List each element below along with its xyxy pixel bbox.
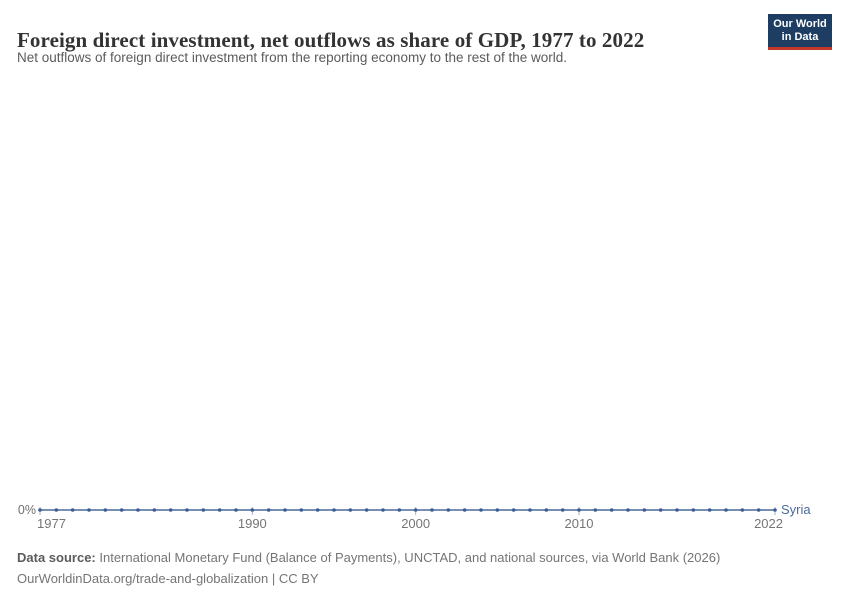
data-point (675, 508, 679, 512)
owid-logo: Our World in Data (768, 14, 832, 50)
x-axis-tick-label: 1977 (37, 516, 66, 531)
data-point (250, 508, 255, 512)
data-point (446, 508, 451, 512)
data-point (266, 508, 271, 512)
data-point (495, 508, 500, 512)
data-point (609, 508, 614, 512)
data-point (70, 508, 75, 512)
data-point (544, 508, 549, 512)
y-axis-tick-label: 0% (18, 503, 36, 517)
data-point (724, 508, 728, 512)
data-point (707, 508, 712, 512)
data-point (413, 508, 418, 512)
data-point (773, 508, 777, 512)
data-point (462, 508, 467, 512)
owid-logo-line2: in Data (781, 30, 819, 43)
data-point (54, 508, 59, 512)
data-point (397, 508, 402, 512)
data-point (332, 508, 336, 512)
data-point (756, 508, 761, 512)
data-point (136, 508, 140, 512)
data-point (217, 508, 222, 512)
data-source-label: Data source: (17, 550, 96, 565)
data-point (577, 508, 581, 512)
x-axis-tick-label: 2022 (754, 516, 783, 531)
x-axis-tick-label: 2000 (401, 516, 430, 531)
data-source-text: International Monetary Fund (Balance of … (99, 550, 721, 565)
data-point (642, 508, 647, 512)
data-point (87, 508, 91, 512)
data-point (283, 508, 287, 512)
data-point (381, 508, 385, 512)
data-point (348, 508, 353, 512)
data-point (201, 508, 206, 512)
owid-logo-line1: Our World (773, 17, 827, 30)
data-point (364, 508, 369, 512)
x-axis-tick-label: 1990 (238, 516, 267, 531)
data-point (560, 508, 565, 512)
data-point (740, 508, 745, 512)
data-point (168, 508, 173, 512)
license-line: OurWorldinData.org/trade-and-globalizati… (17, 571, 319, 586)
data-point (38, 508, 42, 512)
data-point (119, 508, 124, 512)
data-point (315, 508, 320, 512)
chart-title: Foreign direct investment, net outflows … (17, 28, 645, 53)
data-point (691, 508, 696, 512)
data-point (430, 508, 434, 512)
chart-subtitle: Net outflows of foreign direct investmen… (17, 50, 568, 65)
data-point (103, 508, 108, 512)
data-point (626, 508, 630, 512)
x-axis-tick-label: 2010 (565, 516, 594, 531)
data-point (234, 508, 238, 512)
data-point (299, 508, 304, 512)
data-point (593, 508, 598, 512)
chart-footer: Data source: International Monetary Fund… (17, 547, 817, 589)
data-point (152, 508, 157, 512)
data-source-line: Data source: International Monetary Fund… (17, 547, 817, 568)
data-point (528, 508, 532, 512)
data-point (479, 508, 483, 512)
data-point (511, 508, 516, 512)
data-point (185, 508, 189, 512)
series-entity-label[interactable]: Syria (781, 502, 811, 517)
data-point (658, 508, 663, 512)
